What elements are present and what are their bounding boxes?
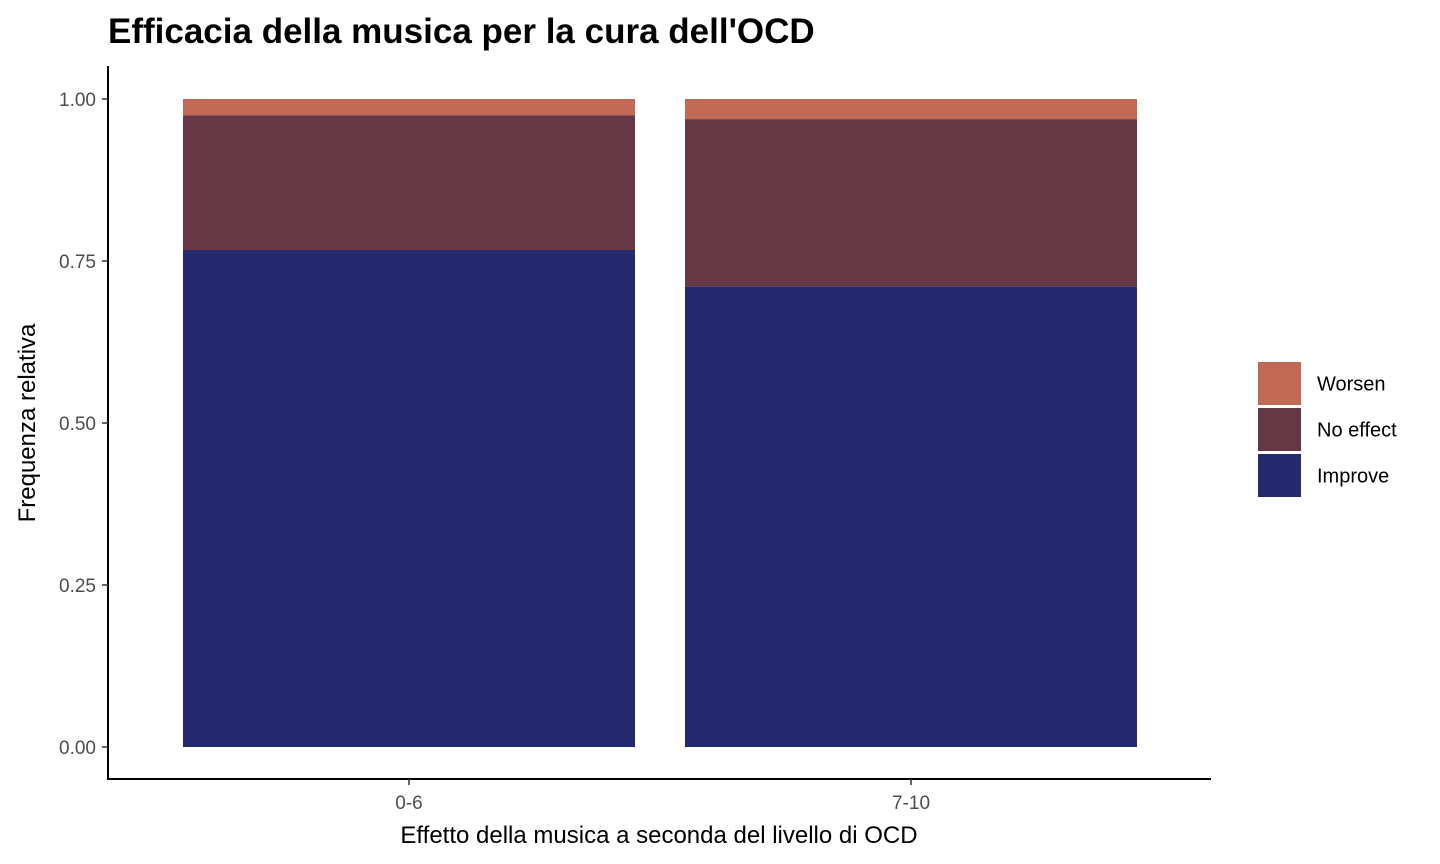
bar-no-effect-7-10 (685, 119, 1137, 287)
y-tick-label: 0.00 (59, 738, 96, 759)
bar-worsen-7-10 (685, 99, 1137, 120)
legend-item-improve: Improve (1258, 454, 1389, 497)
y-tick-label: 0.50 (59, 414, 96, 435)
legend-label: Improve (1317, 466, 1389, 488)
legend-key (1258, 408, 1301, 451)
bar-improve-7-10 (685, 286, 1137, 747)
y-axis-title: Frequenza relativa (14, 323, 41, 522)
legend: Worsen No effect Improve (1258, 362, 1397, 497)
legend-key (1258, 362, 1301, 405)
bar-improve-0-6 (183, 249, 635, 747)
x-axis: 0-6 7-10 (107, 778, 1211, 814)
x-axis-title: Effetto della musica a seconda del livel… (400, 822, 917, 849)
y-tick-label: 0.25 (59, 576, 96, 597)
y-axis: 0.00 0.25 0.50 0.75 1.00 (59, 66, 109, 780)
legend-key (1258, 454, 1301, 497)
bar-no-effect-0-6 (183, 115, 635, 250)
chart-title: Efficacia della musica per la cura dell'… (108, 12, 815, 51)
x-tick-label: 7-10 (892, 793, 930, 814)
legend-item-no-effect: No effect (1258, 408, 1397, 451)
bar-worsen-0-6 (183, 99, 635, 116)
legend-label: Worsen (1317, 374, 1386, 396)
y-tick-label: 1.00 (59, 90, 96, 111)
legend-item-worsen: Worsen (1258, 362, 1386, 405)
y-tick-label: 0.75 (59, 252, 96, 273)
x-tick-label: 0-6 (395, 793, 422, 814)
legend-label: No effect (1317, 420, 1397, 442)
bars-group (183, 99, 1137, 747)
